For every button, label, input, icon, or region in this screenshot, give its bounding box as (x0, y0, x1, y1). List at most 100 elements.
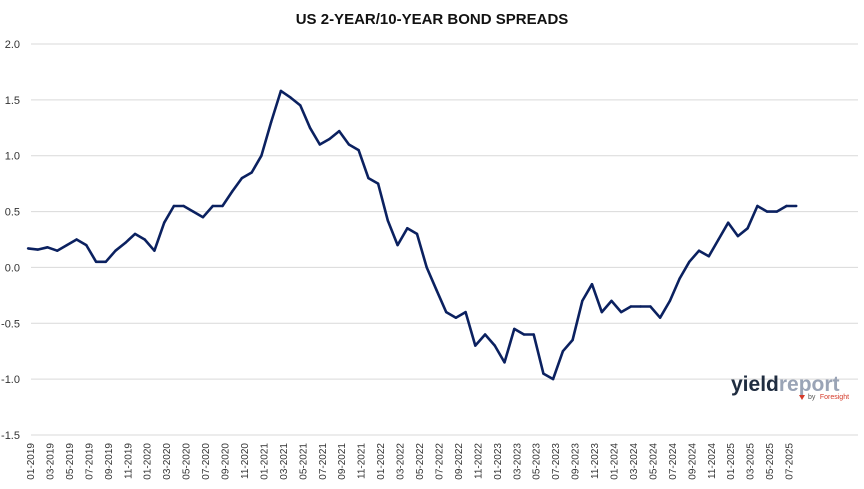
data-point (522, 333, 526, 336)
x-tick-label: 11-2020 (240, 443, 251, 479)
x-tick-label: 09-2019 (104, 443, 115, 480)
x-tick-label: 07-2022 (434, 443, 445, 480)
x-tick-label: 05-2022 (415, 443, 426, 480)
data-point (133, 232, 137, 236)
data-point (279, 89, 283, 93)
y-tick-label: -1.0 (1, 374, 20, 386)
data-point (697, 249, 701, 252)
data-point (795, 204, 798, 208)
data-point (211, 204, 214, 208)
data-point (328, 137, 331, 141)
data-point (143, 238, 146, 241)
x-tick-label: 11-2024 (707, 443, 718, 479)
x-tick-label: 05-2019 (65, 443, 76, 480)
data-point (717, 238, 720, 241)
x-tick-label: 01-2022 (376, 443, 387, 480)
x-axis-ticks: 01-2019 03-2019 05-2019 07-2019 09-2019 11-20… (26, 443, 796, 480)
data-point (688, 260, 691, 263)
x-tick-label: 05-2020 (182, 443, 193, 480)
data-point (240, 176, 244, 180)
data-point (678, 277, 681, 280)
data-point (289, 96, 292, 99)
data-point (104, 260, 108, 263)
data-point (658, 316, 662, 319)
data-point (639, 305, 642, 308)
x-tick-label: 01-2020 (143, 443, 154, 480)
x-tick-label: 09-2024 (687, 443, 698, 480)
data-point (182, 204, 185, 208)
data-point (201, 216, 205, 219)
data-point (338, 129, 341, 133)
x-tick-label: 03-2020 (162, 443, 173, 480)
data-point (629, 305, 633, 308)
y-tick-label: 1.5 (5, 95, 20, 107)
data-point (736, 234, 740, 238)
data-point (707, 255, 710, 258)
data-point (221, 204, 224, 208)
x-tick-label: 03-2025 (746, 443, 757, 480)
data-point (367, 176, 370, 180)
x-tick-label: 09-2020 (221, 443, 232, 480)
data-point (46, 246, 49, 249)
x-tick-label: 09-2023 (571, 443, 582, 480)
data-point (746, 227, 749, 230)
data-point (435, 288, 438, 291)
data-point (590, 283, 594, 286)
data-point (85, 243, 88, 247)
x-tick-label: 11-2023 (590, 443, 601, 479)
x-tick-label: 11-2022 (473, 443, 484, 479)
y-tick-label: 0.5 (5, 207, 20, 219)
data-point (765, 210, 769, 213)
x-tick-label: 01-2019 (26, 443, 37, 480)
data-point (464, 310, 467, 314)
data-point (532, 333, 535, 336)
data-point (396, 243, 399, 247)
data-point (445, 310, 448, 314)
series-group (26, 89, 798, 381)
series-line (27, 89, 797, 381)
x-tick-label: 01-2023 (493, 443, 504, 480)
chart-title: US 2-YEAR/10-YEAR BOND SPREADS (296, 11, 569, 28)
data-point (620, 310, 623, 314)
data-point (513, 327, 516, 331)
data-point (94, 260, 98, 263)
y-tick-label: -0.5 (1, 318, 20, 330)
data-point (299, 104, 302, 107)
yieldreport-logo: yieldreport by Foresight (731, 373, 849, 401)
data-point (474, 344, 477, 347)
data-point (36, 248, 39, 251)
data-point (581, 299, 584, 303)
y-axis-ticks: 2.0 1.5 1.0 0.5 0.0 -0.5 -1.0 -1.5 (1, 39, 20, 442)
logo-foresight-text: Foresight (820, 394, 849, 401)
data-point (668, 299, 672, 303)
data-point (406, 227, 409, 230)
x-tick-label: 07-2021 (318, 443, 329, 480)
data-point (231, 190, 234, 193)
logo-text: yieldreport (731, 373, 840, 396)
data-point (124, 241, 127, 245)
data-point (649, 305, 652, 308)
data-point (551, 377, 555, 381)
data-point (600, 310, 603, 314)
x-tick-label: 01-2021 (259, 443, 270, 480)
data-point (65, 243, 69, 247)
x-tick-label: 05-2025 (765, 443, 776, 480)
data-point (56, 249, 59, 252)
x-tick-label: 09-2021 (337, 443, 348, 480)
data-point (114, 249, 117, 252)
data-point (571, 338, 574, 342)
x-tick-label: 07-2019 (84, 443, 95, 480)
data-point (483, 333, 487, 336)
gridlines (31, 43, 858, 436)
x-tick-label: 01-2025 (726, 443, 737, 480)
x-tick-label: 09-2022 (454, 443, 465, 480)
x-tick-label: 07-2020 (201, 443, 212, 480)
x-tick-label: 11-2019 (123, 443, 134, 479)
x-tick-label: 01-2024 (610, 443, 621, 480)
x-tick-label: 07-2024 (668, 443, 679, 480)
data-point (318, 143, 321, 146)
data-point (192, 210, 195, 213)
data-point (425, 266, 428, 269)
x-tick-label: 05-2023 (532, 443, 543, 480)
logo-report-text: report (779, 373, 840, 396)
